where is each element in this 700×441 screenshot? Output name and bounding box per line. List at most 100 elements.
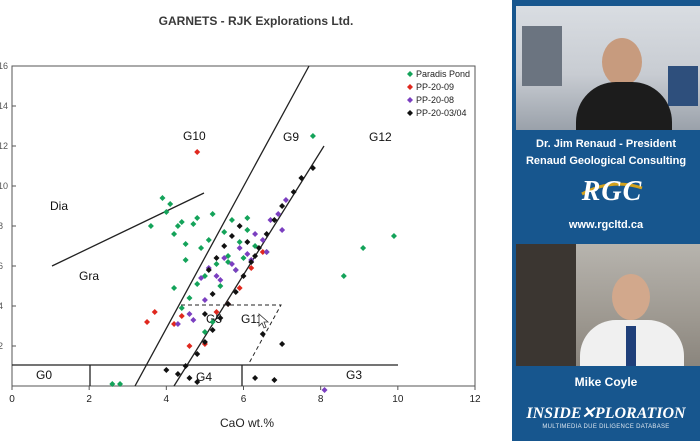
chart-legend: Paradis Pond PP-20-09 PP-20-08 PP-20-03/04	[407, 69, 470, 118]
data-point	[201, 297, 208, 303]
x-tick-label: 2	[86, 394, 92, 405]
data-point	[236, 239, 243, 245]
legend-label: Paradis Pond	[416, 69, 470, 79]
data-point	[163, 367, 170, 373]
data-point	[205, 267, 212, 273]
field-labels: Dia Gra G0 G3 G4 G5 G9 G10 G11 G12	[36, 129, 392, 384]
background-shelf	[516, 244, 576, 366]
data-point	[236, 245, 243, 251]
data-point	[174, 223, 181, 229]
company-name: Renaud Geological Consulting	[525, 155, 687, 167]
legend-marker	[407, 110, 413, 116]
data-point	[198, 275, 205, 281]
data-point	[217, 315, 224, 321]
garnet-chart: GARNETS - RJK Explorations Ltd. 0 2 4 6 8 10 1…	[0, 14, 481, 430]
data-point	[147, 223, 154, 229]
data-point	[255, 245, 262, 251]
data-point	[244, 251, 251, 257]
data-point	[221, 229, 228, 235]
y-tick-label: 8	[0, 221, 3, 231]
data-point	[144, 319, 151, 325]
data-point	[228, 261, 235, 267]
label-g9: G9	[283, 130, 299, 144]
presenter-sidebar: Dr. Jim Renaud - President Renaud Geolog…	[512, 0, 700, 441]
data-point	[259, 237, 266, 243]
data-point	[244, 215, 251, 221]
data-point	[213, 273, 220, 279]
background-monitor	[668, 66, 698, 106]
data-point	[163, 209, 170, 215]
data-point	[194, 215, 201, 221]
label-g3: G3	[346, 368, 362, 382]
background-equipment	[522, 26, 562, 86]
plot-frame	[11, 65, 476, 387]
data-point	[186, 343, 193, 349]
data-point	[221, 243, 228, 249]
data-point	[209, 211, 216, 217]
data-point	[267, 217, 274, 223]
data-point	[117, 381, 124, 387]
data-point	[213, 309, 220, 315]
data-point	[244, 227, 251, 233]
data-point	[271, 217, 278, 223]
label-g12: G12	[369, 130, 392, 144]
legend-marker	[407, 84, 413, 90]
data-point	[209, 327, 216, 333]
g9-g12-line	[173, 145, 325, 387]
data-point	[178, 219, 185, 225]
label-g5: G5	[206, 312, 222, 326]
chart-title: GARNETS - RJK Explorations Ltd.	[159, 14, 354, 28]
rgc-swoosh-icon	[581, 182, 643, 196]
data-point	[186, 311, 193, 317]
legend-marker	[407, 97, 413, 103]
y-tick-label: 4	[0, 301, 3, 311]
data-point	[232, 289, 239, 295]
g10-g9-line	[134, 65, 310, 387]
data-point	[228, 233, 235, 239]
guest-tie	[626, 326, 636, 366]
mouse-cursor-icon	[258, 313, 270, 329]
y-tick-label: 12	[0, 141, 8, 151]
rgc-logo-text: RGC	[581, 176, 643, 207]
label-gra: Gra	[79, 269, 99, 283]
data-point	[240, 273, 247, 279]
data-point	[309, 133, 316, 139]
data-point	[194, 149, 201, 155]
data-point	[217, 277, 224, 283]
data-point	[290, 189, 297, 195]
x-axis-label: CaO wt.%	[220, 416, 274, 430]
data-point	[174, 321, 181, 327]
data-point	[248, 265, 255, 271]
data-point	[228, 217, 235, 223]
data-point	[279, 227, 286, 233]
label-g10: G10	[183, 129, 206, 143]
data-point	[360, 245, 367, 251]
data-point	[194, 351, 201, 357]
x-tick-label: 4	[164, 394, 170, 405]
website-link[interactable]: www.rgcltd.ca	[568, 219, 644, 231]
legend-label: PP-20-03/04	[416, 108, 467, 118]
x-tick-label: 8	[318, 394, 324, 405]
data-point	[225, 301, 232, 307]
data-point	[109, 381, 116, 387]
data-point	[252, 375, 259, 381]
label-g11: G11	[241, 312, 263, 326]
data-point	[236, 285, 243, 291]
data-point	[244, 239, 251, 245]
data-point	[171, 285, 178, 291]
data-point	[252, 231, 259, 237]
data-point	[321, 387, 328, 393]
data-point	[221, 255, 228, 261]
data-point	[252, 243, 259, 249]
legend-label: PP-20-08	[416, 95, 454, 105]
data-points	[109, 133, 397, 393]
data-point	[298, 175, 305, 181]
slide: GARNETS - RJK Explorations Ltd. 0 2 4 6 8 10 1…	[0, 14, 481, 430]
data-point	[390, 233, 397, 239]
data-point	[232, 267, 239, 273]
data-point	[259, 249, 266, 255]
data-point	[198, 245, 205, 251]
insidexploration-logo: INSIDE✕PLORATION	[526, 405, 686, 422]
data-point	[340, 273, 347, 279]
presenter-name: Dr. Jim Renaud - President	[536, 138, 676, 150]
